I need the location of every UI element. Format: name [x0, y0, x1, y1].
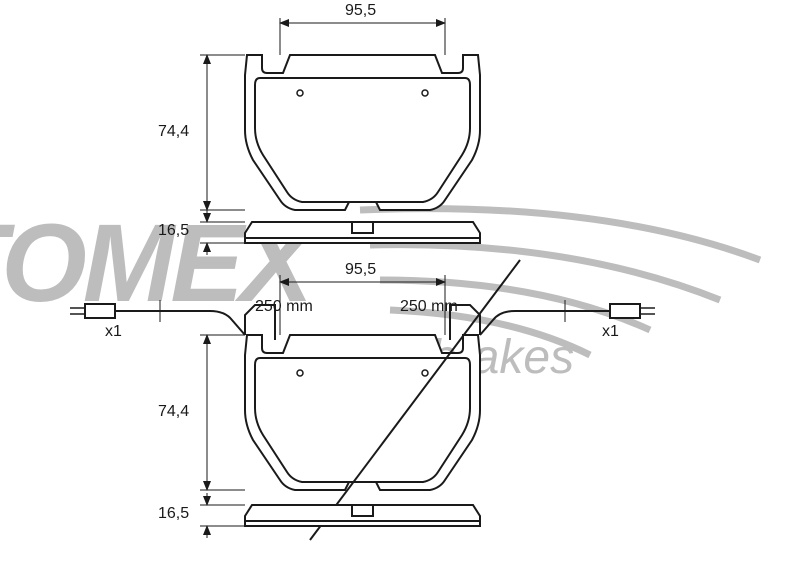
dim-width-top: 95,5 — [345, 2, 376, 20]
dim-height-bot: 74,4 — [158, 403, 189, 421]
dim-wire-left: 250 mm — [255, 298, 313, 316]
bottom-pad-face — [245, 335, 480, 490]
qty-left: x1 — [105, 323, 122, 341]
drawing-canvas: TOMEX brakes — [0, 0, 786, 575]
top-pad-face — [245, 55, 480, 210]
dim-height-top: 74,4 — [158, 123, 189, 141]
top-pad-side — [245, 222, 480, 243]
bottom-pad-side — [245, 505, 480, 526]
technical-drawing — [0, 0, 786, 575]
dim-thick-bot: 16,5 — [158, 505, 189, 523]
dim-thick-top: 16,5 — [158, 222, 189, 240]
dim-wire-right: 250 mm — [400, 298, 458, 316]
qty-right: x1 — [602, 323, 619, 341]
dim-width-mid: 95,5 — [345, 261, 376, 279]
